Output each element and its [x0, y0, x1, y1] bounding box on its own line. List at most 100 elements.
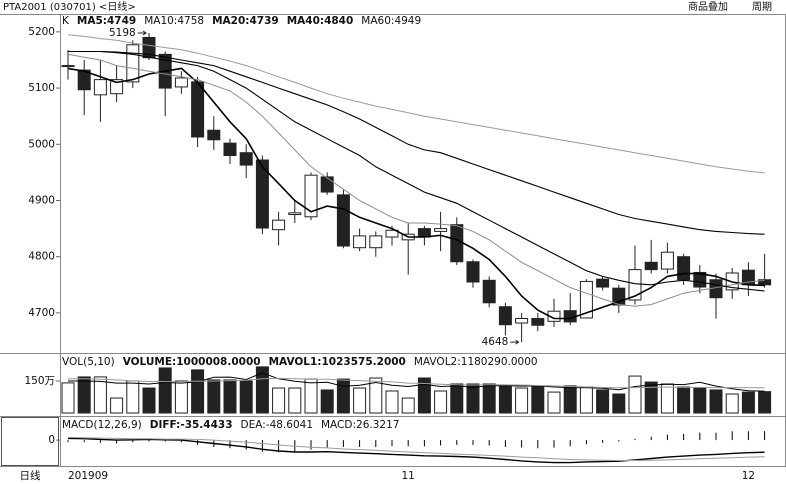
- candle-body: [677, 256, 691, 281]
- series-line: [67, 53, 765, 307]
- volume-bar: [531, 385, 545, 414]
- x-tick-label: 11: [402, 470, 415, 482]
- candle-body: [579, 280, 593, 319]
- volume-bar: [466, 383, 480, 414]
- volume-bar: [596, 389, 610, 414]
- volume-bar: [239, 380, 253, 414]
- candle-body: [110, 79, 124, 95]
- candle-body: [255, 159, 269, 229]
- candle-body: [596, 278, 610, 288]
- extreme-label: 5198: [109, 27, 136, 39]
- period-label: 日线: [20, 469, 41, 482]
- y-tick-label: 4800: [28, 251, 55, 263]
- candle-body: [93, 79, 107, 96]
- volume-bar: [174, 380, 188, 414]
- volume-bar: [93, 376, 107, 414]
- legend-entry: DEA:-48.6041: [241, 419, 313, 431]
- candle-body: [515, 318, 529, 324]
- volume-bar: [660, 383, 674, 414]
- volume-bar: [677, 386, 691, 414]
- volume-bar: [272, 387, 286, 414]
- legend-entry: VOLUME:1000008.0000: [123, 356, 261, 368]
- volume-bar: [547, 391, 561, 414]
- volume-bar: [563, 385, 577, 414]
- candle-body: [239, 152, 253, 166]
- y-tick-label: 5200: [28, 26, 55, 38]
- volume-bar: [709, 389, 723, 414]
- legend-entry: MA20:4739: [212, 15, 279, 27]
- series-line: [68, 377, 765, 389]
- candle-body: [450, 224, 464, 263]
- volume-bar: [142, 387, 156, 414]
- volume-bar: [320, 389, 334, 414]
- volume-bar: [628, 375, 642, 414]
- y-tick-label: 0: [48, 434, 55, 446]
- volume-bar: [450, 383, 464, 414]
- candle-body: [693, 271, 707, 288]
- candle-body: [223, 142, 237, 157]
- candle-body: [191, 81, 205, 138]
- y-tick-label: 4900: [28, 194, 55, 206]
- volume-bar: [498, 385, 512, 414]
- y-tick-label: 5000: [28, 138, 55, 150]
- series-line: [67, 34, 765, 174]
- candle-body: [385, 229, 399, 238]
- indicator-box: [1, 417, 59, 466]
- arrow: [137, 30, 147, 36]
- candle-body: [304, 174, 318, 218]
- y-tick-label: 150万: [24, 375, 55, 387]
- candle-body: [660, 251, 674, 270]
- button[interactable]: 商品叠加: [688, 0, 728, 13]
- candle-body: [434, 228, 448, 232]
- series-line: [68, 50, 765, 235]
- candle-body: [61, 65, 75, 68]
- volume-bar: [126, 380, 140, 414]
- button[interactable]: 周期: [752, 1, 772, 13]
- candle-body: [369, 235, 383, 249]
- volume-bar: [758, 391, 772, 414]
- candle-body: [126, 44, 140, 83]
- series-line: [67, 437, 765, 464]
- volume-bar: [482, 383, 496, 414]
- volume-bar: [385, 390, 399, 414]
- legend-entry: MACD:26.3217: [321, 419, 399, 431]
- volume-bar: [725, 393, 739, 414]
- x-tick-label: 12: [742, 470, 755, 482]
- candle-body: [77, 69, 91, 91]
- legend-entry: K: [62, 15, 70, 27]
- volume-bar: [401, 397, 415, 414]
- candle-body: [207, 129, 221, 141]
- legend-entry: MAVOL1:1023575.2000: [269, 356, 406, 368]
- volume-bar: [644, 381, 658, 414]
- candle-body: [320, 176, 334, 193]
- series-line: [68, 372, 765, 392]
- volume-bar: [741, 391, 755, 414]
- volume-bar: [579, 386, 593, 414]
- volume-bar: [158, 367, 172, 414]
- series-line: [67, 67, 765, 320]
- volume-bar: [612, 393, 626, 414]
- candle-body: [644, 261, 658, 271]
- extreme-label: 4648: [482, 336, 509, 348]
- volume-bar: [693, 387, 707, 414]
- candle-body: [531, 318, 545, 326]
- legend-entry: MACD(12,26,9): [62, 419, 142, 431]
- volume-bar: [207, 379, 221, 414]
- volume-bar: [191, 369, 205, 414]
- volume-bar: [515, 387, 529, 414]
- y-tick-label: 5100: [28, 82, 55, 94]
- candle-body: [336, 194, 350, 247]
- legend-entry: MAVOL2:1180290.0000: [414, 356, 538, 368]
- arrow: [510, 339, 520, 345]
- candle-body: [272, 219, 286, 231]
- volume-bar: [288, 387, 302, 414]
- legend-entry: MA5:4749: [77, 15, 136, 27]
- volume-bar: [434, 390, 448, 414]
- legend-entry: MA10:4758: [144, 15, 204, 27]
- series-line: [67, 436, 765, 461]
- legend-entry: MA60:4949: [361, 15, 421, 27]
- header-title: PTA2001 (030701) <日线>: [3, 0, 136, 13]
- y-tick-label: 4700: [28, 307, 55, 319]
- volume-bar: [369, 377, 383, 414]
- volume-bar: [77, 376, 91, 414]
